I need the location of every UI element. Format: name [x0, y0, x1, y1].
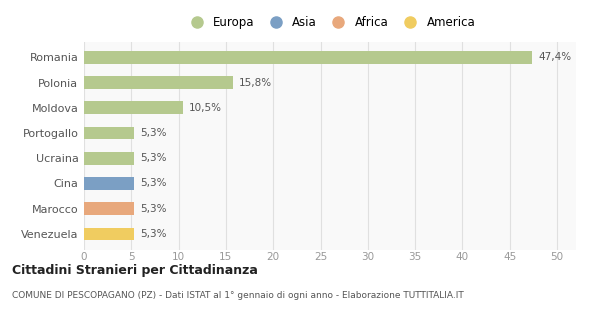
Text: 5,3%: 5,3% [140, 204, 166, 214]
Text: 15,8%: 15,8% [239, 77, 272, 88]
Text: 5,3%: 5,3% [140, 153, 166, 163]
Bar [84, 202, 134, 215]
Bar [84, 101, 184, 114]
Bar [84, 152, 134, 164]
Bar [84, 228, 134, 240]
Bar [84, 76, 233, 89]
Text: 47,4%: 47,4% [538, 52, 571, 62]
Text: 5,3%: 5,3% [140, 128, 166, 138]
Bar [84, 127, 134, 139]
Text: Cittadini Stranieri per Cittadinanza: Cittadini Stranieri per Cittadinanza [12, 264, 258, 277]
Text: 5,3%: 5,3% [140, 229, 166, 239]
Text: COMUNE DI PESCOPAGANO (PZ) - Dati ISTAT al 1° gennaio di ogni anno - Elaborazion: COMUNE DI PESCOPAGANO (PZ) - Dati ISTAT … [12, 291, 464, 300]
Text: 10,5%: 10,5% [189, 103, 222, 113]
Text: 5,3%: 5,3% [140, 179, 166, 188]
Bar [84, 177, 134, 190]
Legend: Europa, Asia, Africa, America: Europa, Asia, Africa, America [182, 14, 478, 32]
Bar [84, 51, 532, 64]
